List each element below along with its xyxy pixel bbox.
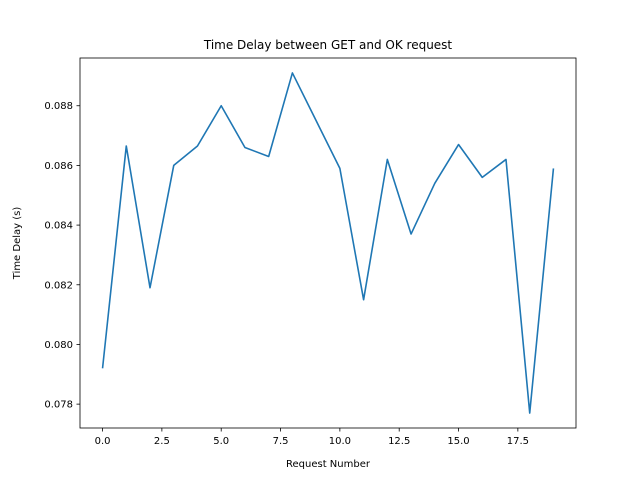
y-tick-label: 0.084 — [44, 221, 73, 232]
y-axis-ticks: 0.078 0.080 0.082 0.084 0.086 0.088 — [44, 101, 80, 411]
x-axis-ticks: 0.0 2.5 5.0 7.5 10.0 12.5 15.0 17.5 — [95, 428, 529, 447]
x-tick-label: 10.0 — [329, 436, 351, 447]
y-tick-label: 0.082 — [44, 280, 73, 291]
x-tick-label: 12.5 — [388, 436, 410, 447]
x-tick-label: 17.5 — [507, 436, 529, 447]
x-tick-label: 0.0 — [95, 436, 111, 447]
plot-frame — [79, 57, 577, 429]
y-tick-label: 0.086 — [44, 161, 73, 172]
x-tick-label: 2.5 — [154, 436, 170, 447]
series-line — [101, 72, 555, 414]
x-tick-label: 15.0 — [447, 436, 469, 447]
y-axis-label: Time Delay (s) — [12, 207, 23, 281]
plot-area — [80, 58, 576, 428]
y-tick-label: 0.080 — [44, 340, 73, 351]
y-tick-label: 0.088 — [44, 101, 73, 112]
chart-title: Time Delay between GET and OK request — [203, 38, 453, 52]
y-tick-label: 0.078 — [44, 400, 73, 411]
x-tick-label: 7.5 — [273, 436, 289, 447]
x-tick-label: 5.0 — [213, 436, 229, 447]
x-axis-label: Request Number — [286, 459, 371, 470]
